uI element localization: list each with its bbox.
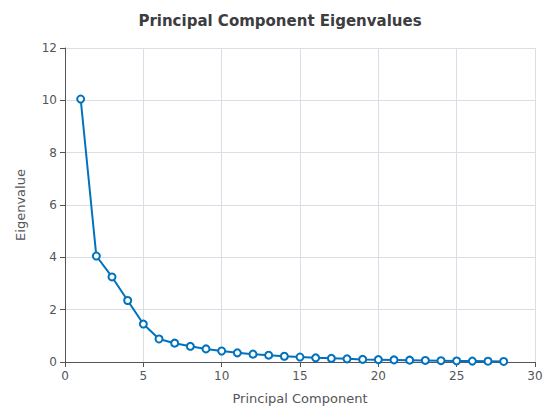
svg-text:20: 20 xyxy=(371,369,386,383)
svg-text:15: 15 xyxy=(292,369,307,383)
svg-text:5: 5 xyxy=(140,369,148,383)
svg-text:12: 12 xyxy=(42,41,57,55)
svg-text:0: 0 xyxy=(49,355,57,369)
svg-text:25: 25 xyxy=(449,369,464,383)
svg-text:6: 6 xyxy=(49,198,57,212)
svg-text:0: 0 xyxy=(61,369,69,383)
svg-text:Principal Component Eigenvalue: Principal Component Eigenvalues xyxy=(138,12,421,30)
svg-text:2: 2 xyxy=(49,303,57,317)
svg-text:Principal Component: Principal Component xyxy=(232,391,367,406)
svg-text:10: 10 xyxy=(42,93,57,107)
svg-text:8: 8 xyxy=(49,146,57,160)
svg-text:Eigenvalue: Eigenvalue xyxy=(13,169,28,241)
svg-text:10: 10 xyxy=(214,369,229,383)
svg-text:30: 30 xyxy=(527,369,542,383)
svg-text:4: 4 xyxy=(49,250,57,264)
